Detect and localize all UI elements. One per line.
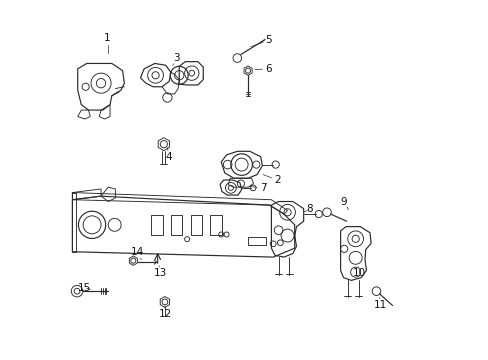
Text: 9: 9 xyxy=(340,197,346,207)
Text: 2: 2 xyxy=(274,175,280,185)
Text: 14: 14 xyxy=(131,247,144,257)
Text: 6: 6 xyxy=(265,64,272,74)
Text: 10: 10 xyxy=(352,268,365,278)
Text: 7: 7 xyxy=(260,183,266,193)
Text: 3: 3 xyxy=(173,53,179,63)
Text: 12: 12 xyxy=(159,310,172,319)
Text: 4: 4 xyxy=(165,152,172,162)
Text: 1: 1 xyxy=(104,33,111,43)
Text: 11: 11 xyxy=(373,300,386,310)
Text: 15: 15 xyxy=(78,283,91,293)
Text: 13: 13 xyxy=(153,268,166,278)
Text: 8: 8 xyxy=(306,204,312,215)
Text: 5: 5 xyxy=(265,35,272,45)
